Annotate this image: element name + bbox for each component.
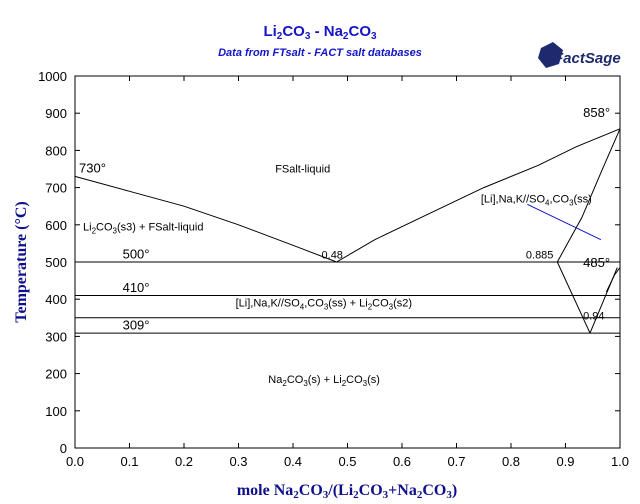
x-tick-label: 0.4 (284, 454, 302, 469)
phase-boundary-line (336, 128, 621, 263)
chart-subtitle: Data from FTsalt - FACT salt databases (218, 47, 422, 59)
phase-region-label: [Li],Na,K//SO4,CO3(ss) + Li2CO3(s2) (236, 298, 412, 312)
x-tick-label: 0.3 (229, 454, 247, 469)
x-tick-label: 0.9 (556, 454, 574, 469)
logo-text: FactSage (554, 50, 621, 67)
axis-ticks: 0.0 0.1 0.2 0.3 0.4 0.5 0.6 0.7 0.8 0.9 1.0 0 100 200… (13, 69, 629, 501)
y-tick-label: 700 (45, 181, 67, 196)
x-tick-label: 0.8 (502, 454, 520, 469)
y-tick-label: 900 (45, 106, 67, 121)
y-tick-label: 500 (45, 255, 67, 270)
chart-title: Li2CO3 - Na2CO3 (263, 23, 377, 42)
annotation-label: 730° (79, 161, 106, 176)
y-tick-label: 400 (45, 292, 67, 307)
annotation-label: 858° (583, 105, 610, 120)
phase-boundary-line (556, 261, 591, 334)
y-tick-label: 100 (45, 404, 67, 419)
annotation-label: 309° (123, 318, 150, 333)
annotation-label: 0.885 (526, 249, 554, 261)
x-tick-label: 0.6 (393, 454, 411, 469)
x-tick-label: 1.0 (611, 454, 629, 469)
y-tick-label: 200 (45, 367, 67, 382)
factsage-logo: FactSage (538, 42, 621, 68)
annotation-label: 485° (583, 255, 610, 270)
x-axis-title: mole Na2CO3/(Li2CO3+Na2CO3) (237, 482, 457, 501)
annotation-label: FSalt-liquid (275, 164, 330, 176)
phase-boundary-line (605, 267, 621, 293)
logo-emblem (538, 42, 563, 68)
x-tick-label: 0.7 (447, 454, 465, 469)
phase-boundary-line (527, 203, 602, 241)
y-axis-title: Temperature (°C) (13, 201, 30, 322)
phase-labels: 730° 858° 500° 410° 309° 485° 0.48 0.885 0.94 FSa… (79, 105, 610, 388)
y-tick-label: 600 (45, 218, 67, 233)
y-tick-label: 1000 (38, 69, 67, 84)
annotation-label: 0.94 (583, 310, 604, 322)
x-tick-label: 0.1 (120, 454, 138, 469)
y-tick-label: 0 (60, 441, 67, 456)
phase-region-label: Li2CO3(s3) + FSalt-liquid (83, 221, 203, 235)
title-layer: Li2CO3 - Na2CO3 Data from FTsalt - FACT s… (218, 23, 422, 59)
x-tick-label: 0.5 (338, 454, 356, 469)
phase-boundaries (74, 128, 621, 334)
phase-region-label: Na2CO3(s) + Li2CO3(s) (268, 374, 380, 388)
phase-region-label: [Li],Na,K//SO4,CO3(ss) (481, 193, 592, 207)
y-tick-label: 800 (45, 143, 67, 158)
annotation-label: 410° (123, 280, 150, 295)
x-tick-label: 0.0 (66, 454, 84, 469)
y-tick-label: 300 (45, 329, 67, 344)
phase-boundary-line (556, 128, 621, 263)
annotation-label: 500° (123, 246, 150, 261)
phase-boundary-line (74, 175, 337, 263)
annotation-label: 0.48 (322, 249, 343, 261)
x-tick-label: 0.2 (175, 454, 193, 469)
